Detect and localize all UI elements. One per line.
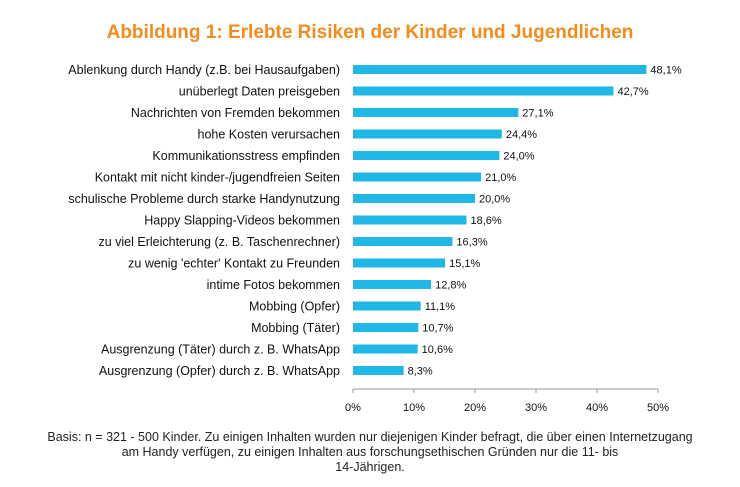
- category-label: hohe Kosten verursachen: [198, 128, 341, 142]
- category-label: unüberlegt Daten preisgeben: [179, 85, 340, 99]
- value-label: 27,1%: [522, 108, 553, 120]
- value-label: 11,1%: [425, 301, 456, 313]
- value-label: 16,3%: [456, 237, 487, 249]
- category-label: Happy Slapping-Videos bekommen: [144, 214, 340, 228]
- bar: [353, 215, 467, 225]
- x-tick-label: 0%: [345, 402, 361, 414]
- bar: [353, 151, 500, 160]
- category-label: schulische Probleme durch starke Handynu…: [68, 192, 340, 206]
- value-label: 20,0%: [479, 194, 510, 206]
- bar: [353, 301, 421, 311]
- category-label: intime Fotos bekommen: [207, 278, 340, 292]
- x-tick-label: 10%: [403, 402, 425, 414]
- value-label: 21,0%: [485, 172, 516, 184]
- bar: [353, 129, 502, 139]
- category-label: Kontakt mit nicht kinder-/jugendfreien S…: [95, 171, 340, 185]
- category-label: zu wenig 'echter' Kontakt zu Freunden: [128, 257, 340, 271]
- value-label: 10,6%: [422, 344, 453, 356]
- bar: [353, 237, 453, 246]
- bar: [353, 366, 404, 375]
- value-label: 18,6%: [470, 215, 501, 227]
- value-label: 10,7%: [422, 323, 453, 335]
- x-axis: 0% 10% 20% 30% 40% 50%: [345, 388, 669, 414]
- value-label: 48,1%: [650, 65, 681, 77]
- value-label: 12,8%: [435, 280, 466, 292]
- value-label: 8,3%: [408, 366, 433, 378]
- bar: [353, 108, 519, 117]
- value-label: 24,0%: [503, 151, 534, 163]
- x-tick-label: 50%: [647, 402, 669, 414]
- category-label: Mobbing (Opfer): [249, 300, 340, 314]
- category-label: Nachrichten von Fremden bekommen: [131, 106, 340, 120]
- category-label: Ausgrenzung (Täter) durch z. B. WhatsApp: [101, 343, 340, 357]
- bar: [353, 172, 482, 182]
- bars-layer: Ablenkung durch Handy (z.B. bei Hausaufg…: [68, 63, 682, 378]
- category-label: zu viel Erleichterung (z. B. Taschenrech…: [98, 235, 340, 249]
- bar: [353, 280, 432, 289]
- category-label: Ablenkung durch Handy (z.B. bei Hausaufg…: [68, 63, 340, 77]
- bar: [353, 323, 419, 332]
- chart-title: Abbildung 1: Erlebte Risiken der Kinder …: [106, 22, 634, 43]
- category-label: Ausgrenzung (Opfer) durch z. B. WhatsApp: [99, 364, 340, 378]
- x-tick-label: 30%: [525, 402, 547, 414]
- bar: [353, 65, 647, 74]
- value-label: 15,1%: [449, 258, 480, 270]
- value-label: 24,4%: [506, 129, 537, 141]
- value-label: 42,7%: [617, 86, 648, 98]
- category-label: Mobbing (Täter): [251, 321, 340, 335]
- bar: [353, 194, 475, 203]
- category-label: Kommunikationsstress empfinden: [152, 149, 340, 163]
- bar: [353, 344, 418, 354]
- x-tick-label: 20%: [464, 402, 486, 414]
- bar: [353, 86, 614, 96]
- footnote: Basis: n = 321 - 500 Kinder. Zu einigen …: [47, 430, 693, 474]
- bar: [353, 258, 446, 268]
- x-tick-label: 40%: [586, 402, 608, 414]
